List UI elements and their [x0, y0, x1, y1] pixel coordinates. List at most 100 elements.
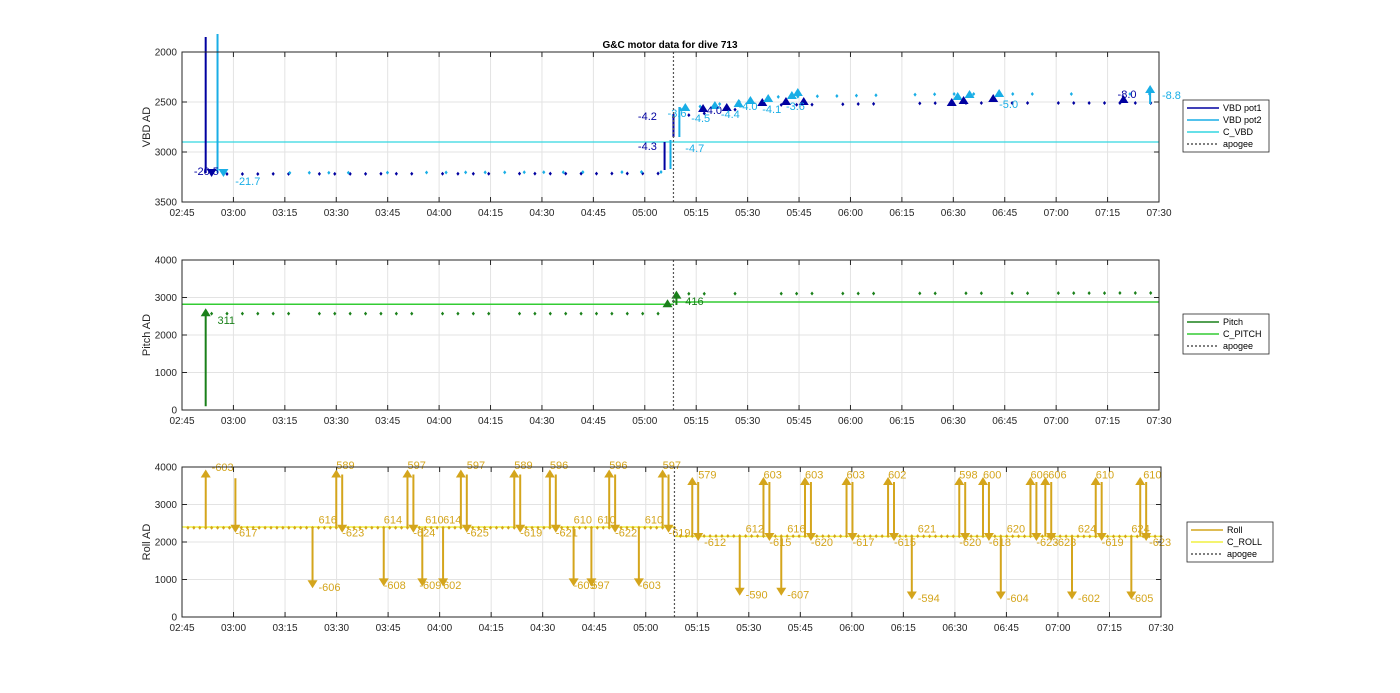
arrow-head: [633, 578, 644, 587]
data-point: [1017, 534, 1021, 539]
data-point: [993, 534, 997, 539]
data-point: [975, 534, 979, 539]
x-tick-label: 05:15: [684, 208, 709, 219]
y-axis-label: VBD AD: [141, 107, 153, 147]
data-point: [916, 534, 920, 539]
arrow-head: [960, 533, 971, 541]
data-point: [548, 171, 552, 176]
data-point: [216, 525, 220, 530]
x-tick-label: 04:45: [581, 416, 606, 427]
x-tick-label: 05:00: [632, 208, 657, 219]
data-point: [440, 171, 445, 176]
arrow-head: [378, 578, 389, 587]
data-point: [1010, 291, 1014, 296]
arrow-head: [455, 469, 466, 478]
data-point: [561, 170, 565, 175]
data-point: [388, 525, 392, 530]
legend-entry: C_PITCH: [1223, 329, 1262, 339]
data-point: [972, 92, 976, 96]
data-point: [256, 171, 260, 176]
data-point: [240, 171, 244, 176]
data-point: [269, 525, 273, 530]
data-point: [815, 534, 819, 539]
data-point: [1106, 534, 1110, 539]
arrow-head: [586, 578, 597, 587]
arrow-head: [733, 99, 744, 107]
legend-entry: C_VBD: [1223, 127, 1254, 137]
data-point: [271, 311, 275, 316]
data-point: [542, 170, 546, 175]
data-point: [239, 525, 243, 530]
x-tick-label: 04:30: [530, 623, 555, 634]
x-tick-label: 06:00: [838, 208, 863, 219]
x-tick-label: 04:30: [529, 208, 554, 219]
data-point: [293, 525, 297, 530]
x-tick-label: 06:45: [992, 208, 1017, 219]
axes-box: [181, 259, 1160, 411]
x-tick-label: 07:15: [1095, 208, 1120, 219]
arrow-head: [200, 469, 211, 478]
data-label: -4.5: [691, 113, 710, 125]
data-point: [503, 170, 507, 175]
x-tick-label: 04:00: [427, 416, 452, 427]
x-tick-label: 03:15: [273, 623, 298, 634]
data-point: [1030, 92, 1034, 96]
data-point: [854, 93, 859, 98]
x-tick-label: 05:00: [633, 623, 658, 634]
x-tick-label: 02:45: [169, 208, 194, 219]
data-point: [346, 170, 350, 175]
arrow-head: [1031, 533, 1042, 541]
data-label: -594: [918, 593, 940, 605]
data-point: [718, 102, 722, 107]
data-point: [625, 311, 629, 316]
data-point: [522, 170, 526, 175]
data-point: [517, 311, 522, 316]
data-point: [257, 525, 261, 530]
arrow-head: [680, 103, 691, 111]
data-label: 597: [591, 580, 609, 592]
data-point: [595, 525, 599, 530]
arrow-head: [550, 524, 561, 533]
data-point: [444, 170, 448, 175]
data-label: 610: [1143, 469, 1161, 481]
arrow-head: [1025, 477, 1036, 485]
data-point: [581, 170, 585, 175]
data-point: [583, 525, 588, 530]
y-tick-label: 1000: [155, 368, 178, 379]
data-point: [755, 534, 760, 539]
arrow-head: [906, 591, 917, 600]
data-point: [625, 525, 629, 530]
data-label: -3.6: [668, 108, 687, 120]
data-point: [536, 525, 540, 530]
axes-box: [181, 466, 1162, 618]
x-tick-label: 07:00: [1044, 208, 1069, 219]
arrow-head: [218, 169, 229, 177]
data-point: [862, 534, 866, 539]
data-label: -603: [212, 462, 234, 474]
data-label: -607: [787, 589, 809, 601]
data-point: [1153, 534, 1157, 539]
data-point: [487, 311, 491, 316]
y-tick-label: 2000: [155, 331, 178, 342]
data-point: [1147, 534, 1151, 539]
data-point: [625, 171, 629, 176]
data-point: [795, 291, 799, 296]
x-tick-label: 03:30: [324, 416, 349, 427]
data-point: [483, 525, 487, 530]
x-tick-label: 05:30: [735, 208, 760, 219]
data-point: [702, 291, 706, 296]
data-point: [566, 525, 570, 530]
x-tick-label: 03:00: [221, 208, 246, 219]
arrow-head: [1145, 85, 1156, 93]
arrow-head: [805, 533, 816, 541]
data-point: [186, 525, 190, 530]
data-label: -619: [669, 527, 691, 539]
vbd-panel: 02:45 03:00 03:15 03:30 03:45 04:00 04:15 04:30…: [141, 34, 1270, 219]
data-point: [631, 525, 635, 530]
arrow-head: [786, 91, 797, 99]
data-point: [708, 534, 712, 539]
data-point: [684, 534, 688, 539]
data-point: [487, 171, 491, 176]
data-point: [1149, 291, 1153, 296]
data-label: 616: [787, 524, 805, 536]
